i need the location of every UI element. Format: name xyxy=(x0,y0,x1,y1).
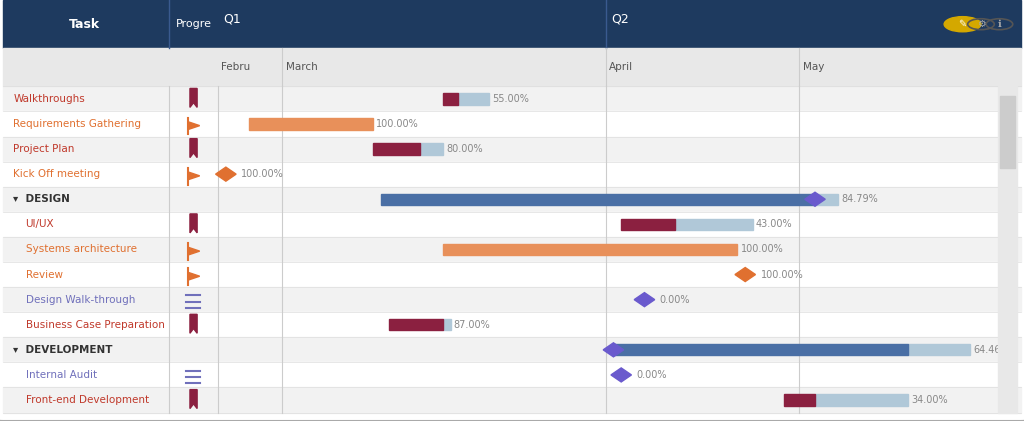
Bar xyxy=(3,136,1021,162)
Polygon shape xyxy=(188,172,200,180)
Polygon shape xyxy=(634,293,654,306)
Bar xyxy=(459,93,489,104)
Text: 34.00%: 34.00% xyxy=(911,395,947,405)
Bar xyxy=(815,394,908,406)
Text: 55.00%: 55.00% xyxy=(493,94,529,104)
Bar xyxy=(613,344,908,355)
Text: UI/UX: UI/UX xyxy=(26,219,54,229)
Text: 43.00%: 43.00% xyxy=(756,219,793,229)
Text: Business Case Preparation: Business Case Preparation xyxy=(26,320,165,330)
Text: Q1: Q1 xyxy=(223,13,241,26)
Bar xyxy=(3,362,1021,387)
Text: Requirements Gathering: Requirements Gathering xyxy=(13,119,141,129)
Bar xyxy=(3,237,1021,262)
Bar xyxy=(443,93,459,104)
Text: ▾  DEVELOPMENT: ▾ DEVELOPMENT xyxy=(13,345,113,355)
Bar xyxy=(3,262,1021,287)
Bar xyxy=(622,218,676,230)
Text: Review: Review xyxy=(26,269,62,280)
Text: Progre: Progre xyxy=(175,19,212,29)
Bar xyxy=(3,86,1021,112)
Polygon shape xyxy=(190,214,197,233)
Text: Design Walk-through: Design Walk-through xyxy=(26,295,135,305)
Bar xyxy=(420,144,443,155)
Text: 84.79%: 84.79% xyxy=(842,194,878,204)
Bar xyxy=(3,312,1021,337)
Bar xyxy=(389,319,443,330)
Text: 80.00%: 80.00% xyxy=(446,144,482,154)
Text: ⚙: ⚙ xyxy=(977,19,985,29)
Text: 100.00%: 100.00% xyxy=(376,119,419,129)
Text: 0.00%: 0.00% xyxy=(637,370,667,380)
Text: Front-end Development: Front-end Development xyxy=(26,395,148,405)
Text: 100.00%: 100.00% xyxy=(242,169,284,179)
Bar xyxy=(3,48,1021,86)
Text: Internal Audit: Internal Audit xyxy=(26,370,96,380)
Text: April: April xyxy=(608,62,633,72)
Bar xyxy=(676,218,753,230)
Polygon shape xyxy=(188,272,200,280)
Text: Project Plan: Project Plan xyxy=(13,144,75,154)
Text: Q2: Q2 xyxy=(610,13,629,26)
Bar xyxy=(3,287,1021,312)
Bar xyxy=(3,387,1021,413)
Text: Walkthroughs: Walkthroughs xyxy=(13,94,85,104)
Polygon shape xyxy=(190,314,197,333)
Circle shape xyxy=(944,16,981,32)
Text: Task: Task xyxy=(69,18,100,31)
Bar xyxy=(998,86,1017,413)
Bar xyxy=(784,394,815,406)
Bar xyxy=(908,344,970,355)
Bar xyxy=(381,194,815,205)
Bar xyxy=(3,212,1021,237)
Bar xyxy=(3,187,1021,212)
Text: 64.46%: 64.46% xyxy=(973,345,1010,355)
Polygon shape xyxy=(190,139,197,157)
Text: ✎: ✎ xyxy=(958,19,967,29)
Text: 100.00%: 100.00% xyxy=(740,245,783,254)
Text: 87.00%: 87.00% xyxy=(454,320,490,330)
Bar xyxy=(443,319,451,330)
Text: Kick Off meeting: Kick Off meeting xyxy=(13,169,100,179)
Text: Systems architecture: Systems architecture xyxy=(26,245,136,254)
Polygon shape xyxy=(216,167,237,181)
Bar xyxy=(3,0,1021,48)
Polygon shape xyxy=(805,192,825,206)
Bar xyxy=(249,118,373,130)
Bar xyxy=(3,162,1021,187)
Text: ▾  DESIGN: ▾ DESIGN xyxy=(13,194,70,204)
Text: Febru: Febru xyxy=(221,62,251,72)
Polygon shape xyxy=(188,248,200,255)
Bar xyxy=(1000,96,1015,168)
Text: March: March xyxy=(286,62,317,72)
Polygon shape xyxy=(735,267,756,282)
Polygon shape xyxy=(190,88,197,107)
Text: 100.00%: 100.00% xyxy=(761,269,804,280)
Polygon shape xyxy=(603,343,624,357)
Text: ℹ: ℹ xyxy=(997,19,1001,29)
Polygon shape xyxy=(188,122,200,129)
Bar xyxy=(3,337,1021,362)
Text: 0.00%: 0.00% xyxy=(659,295,690,305)
Text: May: May xyxy=(803,62,824,72)
Bar xyxy=(373,144,420,155)
Bar xyxy=(3,112,1021,136)
Bar xyxy=(443,244,737,255)
Bar xyxy=(815,194,839,205)
Polygon shape xyxy=(190,389,197,408)
Polygon shape xyxy=(611,368,632,382)
